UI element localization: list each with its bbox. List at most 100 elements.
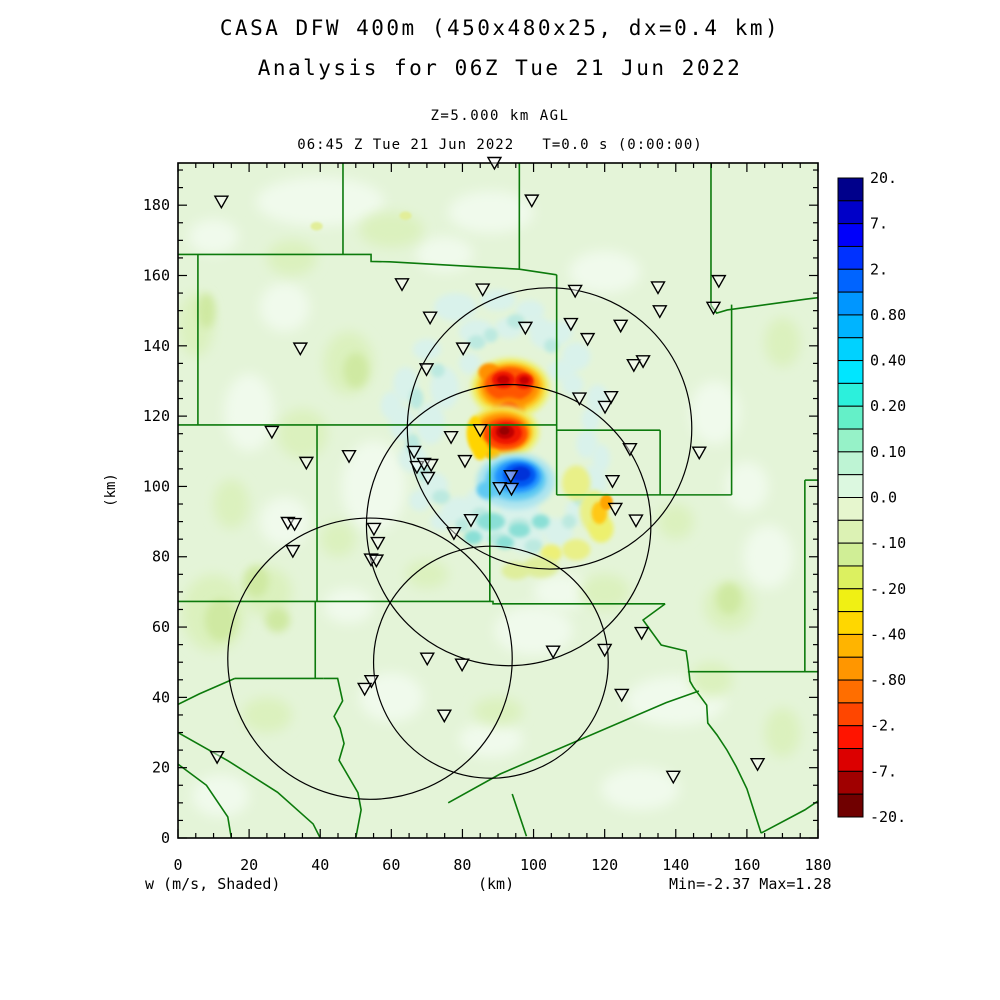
colorbar-label: 0.20: [870, 397, 906, 415]
time-label: 06:45 Z Tue 21 Jun 2022 T=0.0 s (0:00:00…: [297, 137, 703, 153]
county-boundary-line: [178, 253, 557, 276]
colorbar-segment: [837, 428, 864, 453]
field-contour-blob: [380, 391, 403, 420]
field-contour-blob: [526, 315, 548, 334]
county-boundary-line: [760, 800, 818, 834]
y-tick-label: 0: [161, 829, 170, 847]
field-contour-blob: [716, 583, 742, 615]
colorbar: 20. 7. 2. 0.80 0.40 0.20 0.10 0.0 -.10 -.20 -.40 -.…: [837, 169, 906, 826]
x-tick-label: 80: [453, 856, 471, 874]
radar-site-triangle-icon: [366, 522, 382, 537]
radar-site-triangle-icon: [517, 321, 534, 336]
y-axis-labels: 0 20 40 60 80 100 120 140 160 180: [143, 196, 170, 847]
radar-site-triangle-icon: [475, 283, 491, 297]
field-contour-blob: [405, 560, 449, 589]
radar-site-triangle-icon: [213, 195, 230, 210]
radar-site-triangle-icon: [492, 481, 508, 496]
colorbar-label: 0.80: [870, 306, 906, 324]
colorbar-label: 20.: [870, 169, 897, 187]
radar-site-triangle-icon: [607, 502, 624, 517]
radar-site-triangle-icon: [443, 431, 459, 445]
colorbar-label: -.10: [870, 534, 906, 552]
radar-site-triangle-icon: [597, 400, 613, 415]
radar-site-triangle-icon: [363, 675, 380, 689]
radar-site-triangle-icon: [711, 274, 727, 289]
field-contour-blob: [764, 707, 801, 758]
county-boundary-line: [178, 677, 236, 706]
field-label: w (m/s, Shaded): [145, 875, 281, 893]
x-tick-label: 100: [520, 856, 547, 874]
colorbar-segment: [837, 451, 864, 476]
field-contour-blob: [569, 250, 641, 294]
field-contour-blob: [499, 427, 510, 435]
field-contour-blob: [259, 282, 310, 332]
radar-site-triangle-icon: [423, 458, 439, 473]
y-tick-label: 160: [143, 266, 170, 284]
field-contour-blob: [458, 352, 481, 374]
county-boundary-line: [511, 793, 528, 837]
field-contour-blob: [432, 489, 451, 505]
county-boundary-line: [178, 600, 666, 605]
colorbar-segment: [837, 519, 864, 544]
field-contour-blob: [473, 697, 523, 726]
radar-site-triangle-icon: [356, 682, 373, 697]
radar-site-triangle-icon: [285, 544, 301, 559]
field-contour-blob: [341, 440, 406, 533]
field-contour-blob: [764, 317, 801, 367]
radar-site-triangle-icon: [579, 332, 596, 347]
radar-range-circles: [227, 287, 693, 800]
colorbar-segment: [837, 200, 864, 225]
radar-site-triangle-icon: [472, 423, 488, 438]
field-contour-blob: [265, 607, 291, 633]
radar-site-triangle-icon: [626, 358, 642, 373]
radar-site-triangle-icon: [563, 317, 579, 332]
range-circle: [372, 545, 609, 779]
colorbar-segment: [837, 223, 864, 247]
field-contour-blob: [483, 328, 499, 343]
field-contour-blob: [416, 402, 445, 445]
field-contour-blob: [320, 521, 356, 557]
radar-site-triangle-icon: [419, 652, 435, 667]
colorbar-segment: [837, 611, 864, 635]
radar-site-triangle-icon: [292, 342, 309, 357]
radar-site-triangle-icon: [455, 342, 471, 357]
x-axis-labels: 0 20 40 60 80 100 120 140 160 180: [173, 856, 831, 874]
y-tick-label: 180: [143, 196, 170, 214]
colorbar-segment: [837, 702, 864, 727]
field-contour-blob: [323, 588, 374, 624]
field-contour-blob: [256, 177, 385, 227]
radar-site-triangle-icon: [545, 645, 561, 660]
field-contour-blob: [494, 605, 573, 656]
colorbar-label: -20.: [870, 808, 906, 826]
range-circle: [406, 287, 693, 570]
radar-site-triangle-icon: [463, 513, 479, 528]
y-tick-label: 40: [152, 688, 170, 706]
x-tick-label: 20: [240, 856, 258, 874]
colorbar-segment: [837, 245, 864, 270]
field-contour-blob: [188, 219, 239, 255]
field-contour-blob: [242, 697, 292, 733]
field-contour-blob: [544, 338, 559, 353]
colorbar-segment: [837, 542, 864, 567]
colorbar-label: 0.10: [870, 443, 906, 461]
x-tick-label: 0: [173, 856, 182, 874]
radar-site-triangle-icon: [503, 470, 519, 484]
radar-site-triangle-icon: [368, 554, 385, 569]
radar-site-triangle-icon: [422, 311, 438, 326]
colorbar-segment: [837, 382, 864, 407]
field-contour-blob: [496, 375, 510, 385]
field-contour-blob: [476, 481, 499, 499]
x-tick-label: 40: [311, 856, 329, 874]
field-contour-blob: [416, 236, 474, 272]
field-contour-blob: [277, 409, 328, 459]
x-tick-label: 180: [804, 856, 831, 874]
field-contour-blob: [476, 512, 506, 531]
colorbar-segment: [837, 770, 864, 795]
field-contour-blob: [743, 525, 794, 589]
colorbar-segment: [837, 565, 864, 590]
radar-site-triangle-icon: [446, 526, 462, 541]
field-contour-blob: [399, 211, 412, 220]
range-circle: [365, 383, 652, 667]
axis-ticks: [177, 163, 819, 839]
